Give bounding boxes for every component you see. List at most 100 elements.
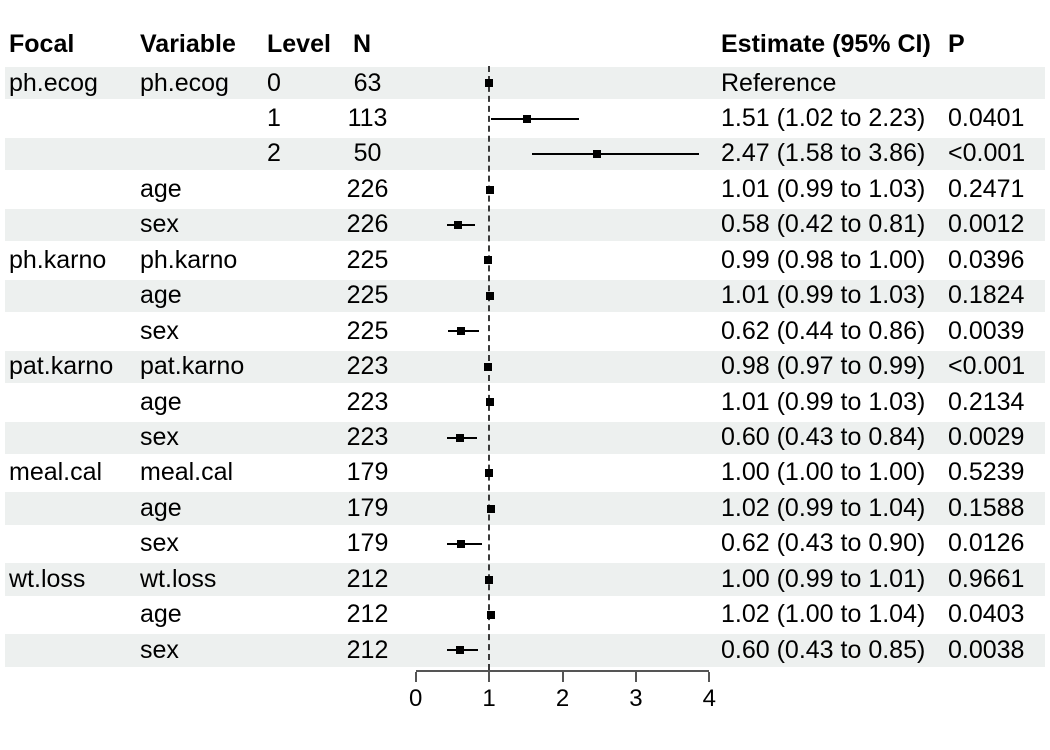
cell-variable: pat.karno xyxy=(140,352,245,381)
cell-estimate: 1.01 (0.99 to 1.03) xyxy=(721,281,926,310)
cell-p: 0.0126 xyxy=(948,529,1025,558)
cell-variable: sex xyxy=(140,529,179,558)
cell-variable: sex xyxy=(140,210,179,239)
cell-p: 0.2471 xyxy=(948,174,1025,203)
cell-n: 226 xyxy=(346,210,389,239)
cell-variable: age xyxy=(140,493,182,522)
cell-variable: ph.ecog xyxy=(140,68,229,97)
cell-estimate: 0.98 (0.97 to 0.99) xyxy=(721,352,926,381)
cell-focal: wt.loss xyxy=(9,564,86,593)
cell-variable: ph.karno xyxy=(140,245,238,274)
cell-variable: wt.loss xyxy=(140,564,217,593)
column-header-focal: Focal xyxy=(9,30,75,58)
point-estimate-marker xyxy=(485,291,494,300)
x-axis-tick-label: 1 xyxy=(482,685,496,712)
cell-level: 0 xyxy=(267,68,281,97)
cell-n: 179 xyxy=(346,458,389,487)
point-estimate-marker xyxy=(455,646,464,655)
x-axis-tick-label: 3 xyxy=(629,685,643,712)
row-stripe xyxy=(5,563,1045,596)
cell-p: 0.0396 xyxy=(948,245,1025,274)
column-header-variable: Variable xyxy=(140,30,236,58)
cell-p: 0.5239 xyxy=(948,458,1025,487)
cell-n: 113 xyxy=(347,103,388,132)
cell-estimate: 1.00 (1.00 to 1.00) xyxy=(721,458,926,487)
cell-n: 226 xyxy=(346,174,389,203)
point-estimate-marker xyxy=(484,256,493,265)
point-estimate-marker xyxy=(485,575,494,584)
cell-estimate: 2.47 (1.58 to 3.86) xyxy=(721,139,926,168)
cell-p: 0.0039 xyxy=(948,316,1025,345)
cell-focal: ph.ecog xyxy=(9,68,98,97)
cell-variable: age xyxy=(140,174,182,203)
cell-estimate: 0.62 (0.44 to 0.86) xyxy=(721,316,926,345)
cell-estimate: 0.60 (0.43 to 0.85) xyxy=(721,635,926,664)
cell-p: 0.9661 xyxy=(948,564,1025,593)
point-estimate-marker xyxy=(485,79,494,88)
point-estimate-marker xyxy=(485,185,494,194)
cell-focal: pat.karno xyxy=(9,352,114,381)
cell-n: 223 xyxy=(346,352,389,381)
cell-variable: sex xyxy=(140,423,179,451)
cell-p: 0.0403 xyxy=(948,600,1025,629)
cell-estimate: 0.99 (0.98 to 1.00) xyxy=(721,245,926,274)
x-axis-tick xyxy=(488,672,491,682)
ci-line xyxy=(490,117,580,120)
cell-n: 223 xyxy=(346,423,389,451)
column-header-p: P xyxy=(948,30,965,58)
cell-n: 63 xyxy=(353,68,382,97)
point-estimate-marker xyxy=(457,540,466,549)
point-estimate-marker xyxy=(486,504,495,513)
point-estimate-marker xyxy=(485,398,494,407)
cell-estimate: 1.51 (1.02 to 2.23) xyxy=(721,103,926,132)
cell-n: 179 xyxy=(346,493,389,522)
x-axis-tick xyxy=(561,672,564,682)
ci-line xyxy=(531,153,700,156)
point-estimate-marker xyxy=(483,362,492,371)
row-stripe xyxy=(5,350,1045,384)
cell-p: 0.1588 xyxy=(948,493,1025,522)
cell-n: 225 xyxy=(346,245,389,274)
row-stripe xyxy=(5,67,1045,100)
point-estimate-marker xyxy=(455,433,464,442)
row-stripe xyxy=(5,208,1045,242)
cell-estimate: 1.02 (1.00 to 1.04) xyxy=(721,600,926,629)
cell-n: 212 xyxy=(346,635,389,664)
row-stripe xyxy=(5,492,1045,525)
cell-n: 223 xyxy=(346,387,389,416)
column-header-n: N xyxy=(353,30,372,58)
cell-variable: age xyxy=(140,600,182,629)
row-stripe xyxy=(5,421,1045,454)
cell-n: 212 xyxy=(346,600,389,629)
cell-estimate: 1.00 (0.99 to 1.01) xyxy=(721,564,926,593)
x-axis-tick-label: 0 xyxy=(409,685,423,712)
cell-n: 212 xyxy=(346,564,389,593)
cell-focal: meal.cal xyxy=(9,458,103,487)
cell-p: 0.0029 xyxy=(948,423,1025,451)
cell-focal: ph.karno xyxy=(9,245,107,274)
column-header-level: Level xyxy=(267,30,331,58)
cell-estimate: Reference xyxy=(721,68,837,97)
point-estimate-marker xyxy=(522,114,531,123)
cell-estimate: 0.60 (0.43 to 0.84) xyxy=(721,423,926,451)
cell-p: 0.0401 xyxy=(948,103,1025,132)
cell-level: 1 xyxy=(267,103,281,132)
x-axis-tick-label: 4 xyxy=(702,685,716,712)
cell-estimate: 1.01 (0.99 to 1.03) xyxy=(721,387,926,416)
cell-p: 0.1824 xyxy=(948,281,1025,310)
x-axis-tick xyxy=(414,672,417,682)
cell-p: 0.2134 xyxy=(948,387,1025,416)
cell-variable: age xyxy=(140,387,182,416)
cell-estimate: 1.01 (0.99 to 1.03) xyxy=(721,174,926,203)
x-axis-tick xyxy=(708,672,711,682)
point-estimate-marker xyxy=(486,610,495,619)
cell-p: 0.0012 xyxy=(948,210,1025,239)
point-estimate-marker xyxy=(457,327,466,336)
row-stripe xyxy=(5,137,1045,171)
cell-n: 179 xyxy=(346,529,389,558)
cell-n: 225 xyxy=(346,316,389,345)
point-estimate-marker xyxy=(454,221,463,230)
cell-variable: sex xyxy=(140,316,179,345)
cell-level: 2 xyxy=(267,139,281,168)
